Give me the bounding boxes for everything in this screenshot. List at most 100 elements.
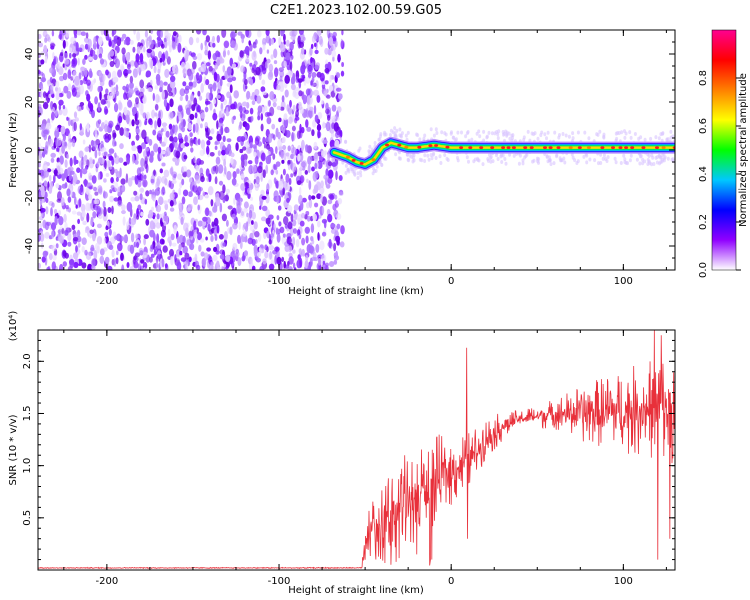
noise-blob bbox=[135, 53, 140, 63]
noise-blob bbox=[286, 204, 293, 214]
noise-blob bbox=[38, 234, 41, 242]
noise-blob bbox=[314, 171, 319, 179]
noise-blob bbox=[328, 238, 332, 249]
noise-blob bbox=[157, 68, 161, 74]
noise-blob bbox=[326, 94, 331, 99]
noise-blob bbox=[157, 117, 162, 128]
noise-blob bbox=[85, 32, 89, 39]
noise-blob bbox=[108, 40, 112, 47]
haze-blob bbox=[427, 157, 431, 162]
noise-blob bbox=[48, 174, 52, 182]
noise-blob bbox=[313, 257, 319, 262]
noise-blob bbox=[244, 122, 250, 131]
noise-blob bbox=[285, 39, 290, 47]
noise-blob bbox=[115, 124, 120, 131]
noise-blob bbox=[202, 147, 206, 155]
noise-blob bbox=[310, 80, 313, 86]
noise-blob bbox=[231, 76, 237, 82]
noise-blob bbox=[52, 254, 57, 261]
noise-blob bbox=[55, 147, 60, 152]
noise-blob bbox=[287, 107, 293, 115]
y-tick-label: 1.0 bbox=[22, 458, 33, 474]
noise-blob bbox=[212, 112, 218, 121]
noise-blob bbox=[286, 236, 292, 245]
noise-blob bbox=[226, 66, 232, 76]
noise-blob bbox=[265, 30, 270, 36]
noise-blob bbox=[254, 155, 259, 165]
haze-blob bbox=[405, 152, 409, 157]
haze-blob bbox=[563, 160, 567, 165]
noise-blob bbox=[139, 45, 144, 54]
noise-blob bbox=[242, 146, 247, 151]
noise-blob bbox=[176, 115, 179, 124]
noise-blob bbox=[152, 129, 157, 136]
noise-blob bbox=[126, 262, 130, 268]
noise-blob bbox=[136, 208, 140, 217]
noise-blob bbox=[157, 38, 163, 45]
noise-blob bbox=[306, 215, 311, 222]
noise-blob bbox=[96, 223, 102, 229]
haze-blob bbox=[435, 131, 439, 135]
noise-blob bbox=[143, 150, 147, 159]
haze-blob bbox=[585, 160, 589, 165]
signal-peak bbox=[468, 146, 473, 150]
noise-blob bbox=[114, 58, 121, 69]
noise-blob bbox=[338, 191, 344, 196]
noise-blob bbox=[275, 169, 279, 175]
noise-blob bbox=[124, 72, 128, 78]
noise-blob bbox=[163, 169, 170, 178]
haze-blob bbox=[489, 159, 493, 164]
haze-blob bbox=[623, 129, 626, 134]
noise-blob bbox=[109, 189, 113, 194]
noise-blob bbox=[232, 242, 238, 251]
haze-blob bbox=[588, 157, 592, 162]
noise-blob bbox=[239, 50, 244, 58]
noise-blob bbox=[73, 111, 78, 119]
haze-blob bbox=[652, 162, 656, 166]
noise-blob bbox=[121, 47, 126, 55]
noise-blob bbox=[155, 204, 162, 213]
noise-blob bbox=[98, 150, 101, 157]
noise-blob bbox=[149, 119, 153, 126]
noise-blob bbox=[188, 191, 193, 198]
noise-blob bbox=[159, 168, 163, 174]
noise-blob bbox=[227, 77, 233, 83]
noise-blob bbox=[114, 141, 117, 147]
noise-blob bbox=[163, 81, 168, 86]
noise-blob bbox=[332, 56, 335, 62]
noise-blob bbox=[176, 250, 181, 260]
noise-blob bbox=[51, 230, 55, 239]
noise-blob bbox=[154, 85, 159, 90]
noise-blob bbox=[133, 30, 136, 35]
noise-blob bbox=[177, 42, 182, 53]
noise-blob bbox=[205, 100, 211, 105]
noise-blob bbox=[311, 129, 315, 137]
noise-blob bbox=[261, 195, 267, 200]
noise-blob bbox=[282, 145, 287, 150]
noise-blob bbox=[324, 67, 330, 74]
noise-blob bbox=[192, 123, 196, 134]
haze-blob bbox=[443, 153, 447, 157]
noise-blob bbox=[321, 206, 325, 215]
noise-blob bbox=[309, 257, 313, 267]
noise-blob bbox=[231, 178, 237, 186]
noise-blob bbox=[81, 246, 85, 253]
noise-blob bbox=[161, 176, 167, 184]
noise-blob bbox=[339, 136, 343, 144]
noise-blob bbox=[310, 236, 314, 242]
noise-blob bbox=[76, 167, 81, 173]
noise-blob bbox=[105, 69, 109, 76]
haze-blob bbox=[613, 156, 617, 161]
noise-blob bbox=[82, 220, 87, 226]
noise-blob bbox=[205, 168, 210, 177]
noise-blob bbox=[275, 146, 278, 155]
noise-blob bbox=[266, 183, 270, 193]
noise-blob bbox=[304, 170, 308, 175]
noise-blob bbox=[44, 55, 48, 64]
noise-blob bbox=[331, 50, 337, 58]
noise-blob bbox=[313, 141, 318, 150]
noise-blob bbox=[182, 245, 188, 254]
noise-blob bbox=[169, 200, 174, 207]
noise-blob bbox=[125, 115, 130, 123]
noise-blob bbox=[281, 136, 286, 144]
